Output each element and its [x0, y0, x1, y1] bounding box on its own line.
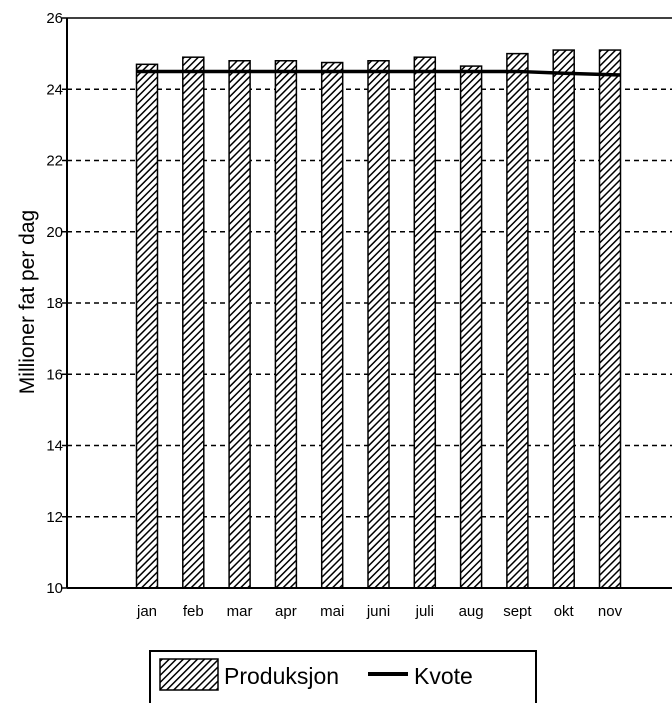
x-tick-label-mar: mar — [227, 603, 253, 620]
legend-label-produksjon: Produksjon — [224, 663, 339, 689]
x-tick-label-okt: okt — [554, 603, 575, 620]
x-axis-labels: jan feb mar apr mai juni juli aug sept okt nov — [136, 603, 623, 620]
bar-mai — [320, 61, 344, 589]
bar-nov — [598, 49, 622, 589]
y-axis-ticks: 10 12 14 16 18 20 22 24 26 — [46, 10, 67, 597]
y-tick-label-12: 12 — [46, 509, 63, 526]
bar-series — [135, 49, 622, 589]
x-tick-label-juli: juli — [415, 603, 434, 620]
x-tick-label-nov: nov — [598, 603, 623, 620]
x-tick-label-sept: sept — [503, 603, 532, 620]
y-tick-label-16: 16 — [46, 366, 63, 383]
legend: Produksjon Kvote — [149, 650, 537, 703]
y-tick-label-24: 24 — [46, 81, 63, 98]
y-axis-label: Millioner fat per dag — [16, 210, 39, 394]
quota-line-series — [136, 69, 621, 77]
bar-sept — [506, 52, 529, 589]
x-tick-label-apr: apr — [275, 603, 297, 620]
y-tick-label-26: 26 — [46, 10, 63, 27]
x-tick-label-mai: mai — [320, 603, 344, 620]
kvote-line — [136, 69, 621, 77]
legend-label-kvote: Kvote — [414, 663, 473, 689]
y-tick-label-10: 10 — [46, 580, 63, 597]
bar-okt — [552, 49, 575, 589]
bar-juni — [367, 60, 390, 589]
bar-juli — [413, 56, 437, 589]
x-tick-label-juni: juni — [366, 603, 390, 620]
y-tick-label-20: 20 — [46, 224, 63, 241]
y-tick-label-18: 18 — [46, 295, 63, 312]
x-tick-label-aug: aug — [459, 603, 484, 620]
y-tick-label-14: 14 — [46, 438, 63, 455]
bar-feb — [182, 56, 205, 589]
x-tick-label-jan: jan — [136, 603, 157, 620]
bar-aug — [459, 65, 483, 589]
x-tick-label-feb: feb — [183, 603, 204, 620]
y-tick-label-22: 22 — [46, 153, 63, 170]
bar-jan — [135, 63, 159, 589]
legend-swatch-produksjon — [159, 658, 219, 691]
bar-mar — [228, 60, 251, 589]
bar-apr — [274, 60, 298, 589]
